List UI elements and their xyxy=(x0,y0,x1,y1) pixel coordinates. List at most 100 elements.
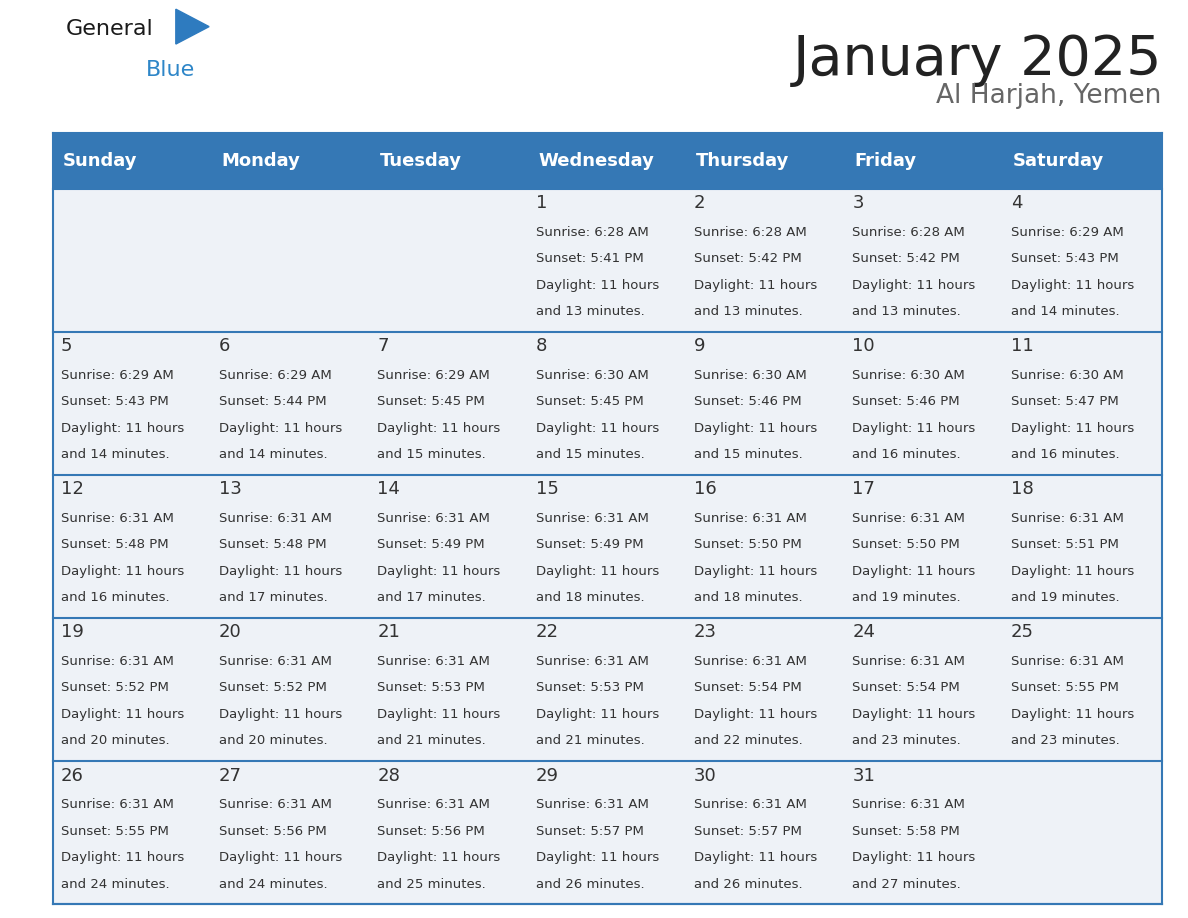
Text: 10: 10 xyxy=(852,337,874,355)
Text: Daylight: 11 hours: Daylight: 11 hours xyxy=(694,565,817,577)
Text: Sunrise: 6:31 AM: Sunrise: 6:31 AM xyxy=(852,512,965,525)
Text: January 2025: January 2025 xyxy=(792,33,1162,86)
Text: Sunrise: 6:29 AM: Sunrise: 6:29 AM xyxy=(219,369,331,382)
Text: Sunrise: 6:31 AM: Sunrise: 6:31 AM xyxy=(219,655,331,668)
Text: and 21 minutes.: and 21 minutes. xyxy=(378,734,486,747)
Text: Daylight: 11 hours: Daylight: 11 hours xyxy=(694,851,817,864)
Text: 21: 21 xyxy=(378,623,400,642)
Text: Sunrise: 6:30 AM: Sunrise: 6:30 AM xyxy=(1011,369,1124,382)
Text: Sunset: 5:53 PM: Sunset: 5:53 PM xyxy=(536,681,644,694)
Text: Sunrise: 6:31 AM: Sunrise: 6:31 AM xyxy=(378,512,491,525)
Text: and 27 minutes.: and 27 minutes. xyxy=(852,878,961,890)
Text: 24: 24 xyxy=(852,623,876,642)
Text: Sunrise: 6:29 AM: Sunrise: 6:29 AM xyxy=(61,369,173,382)
Text: 1: 1 xyxy=(536,194,546,212)
Text: Daylight: 11 hours: Daylight: 11 hours xyxy=(1011,278,1133,292)
Text: Daylight: 11 hours: Daylight: 11 hours xyxy=(536,851,659,864)
Text: Daylight: 11 hours: Daylight: 11 hours xyxy=(694,708,817,721)
Text: 29: 29 xyxy=(536,767,558,785)
Text: and 13 minutes.: and 13 minutes. xyxy=(536,305,644,318)
Text: and 24 minutes.: and 24 minutes. xyxy=(219,878,328,890)
Text: Tuesday: Tuesday xyxy=(380,151,462,170)
Text: and 16 minutes.: and 16 minutes. xyxy=(852,448,961,461)
Text: Daylight: 11 hours: Daylight: 11 hours xyxy=(378,708,500,721)
Text: Daylight: 11 hours: Daylight: 11 hours xyxy=(378,421,500,435)
Text: 20: 20 xyxy=(219,623,241,642)
Text: Sunrise: 6:30 AM: Sunrise: 6:30 AM xyxy=(852,369,965,382)
Text: Daylight: 11 hours: Daylight: 11 hours xyxy=(852,565,975,577)
Text: 28: 28 xyxy=(378,767,400,785)
Text: 3: 3 xyxy=(852,194,864,212)
Text: Daylight: 11 hours: Daylight: 11 hours xyxy=(219,421,342,435)
Text: Sunset: 5:51 PM: Sunset: 5:51 PM xyxy=(1011,538,1119,552)
Text: Sunset: 5:57 PM: Sunset: 5:57 PM xyxy=(694,824,802,837)
Text: Al Harjah, Yemen: Al Harjah, Yemen xyxy=(936,84,1162,109)
Text: 6: 6 xyxy=(219,337,230,355)
Text: 23: 23 xyxy=(694,623,718,642)
Text: Daylight: 11 hours: Daylight: 11 hours xyxy=(852,708,975,721)
Text: 4: 4 xyxy=(1011,194,1022,212)
Text: Sunrise: 6:31 AM: Sunrise: 6:31 AM xyxy=(536,798,649,812)
Text: and 20 minutes.: and 20 minutes. xyxy=(219,734,328,747)
Text: and 14 minutes.: and 14 minutes. xyxy=(1011,305,1119,318)
Text: and 16 minutes.: and 16 minutes. xyxy=(1011,448,1119,461)
Text: Daylight: 11 hours: Daylight: 11 hours xyxy=(1011,421,1133,435)
Text: Sunset: 5:42 PM: Sunset: 5:42 PM xyxy=(694,252,802,265)
Text: Sunrise: 6:29 AM: Sunrise: 6:29 AM xyxy=(1011,226,1124,239)
Text: Sunrise: 6:31 AM: Sunrise: 6:31 AM xyxy=(536,512,649,525)
Text: Sunrise: 6:30 AM: Sunrise: 6:30 AM xyxy=(536,369,649,382)
Text: Daylight: 11 hours: Daylight: 11 hours xyxy=(61,421,184,435)
Text: Daylight: 11 hours: Daylight: 11 hours xyxy=(61,708,184,721)
Text: Sunset: 5:54 PM: Sunset: 5:54 PM xyxy=(694,681,802,694)
Text: Daylight: 11 hours: Daylight: 11 hours xyxy=(536,421,659,435)
Text: Sunrise: 6:31 AM: Sunrise: 6:31 AM xyxy=(378,655,491,668)
Text: Sunrise: 6:31 AM: Sunrise: 6:31 AM xyxy=(378,798,491,812)
Text: Sunset: 5:58 PM: Sunset: 5:58 PM xyxy=(852,824,960,837)
Text: Daylight: 11 hours: Daylight: 11 hours xyxy=(536,708,659,721)
Text: and 15 minutes.: and 15 minutes. xyxy=(378,448,486,461)
Text: Daylight: 11 hours: Daylight: 11 hours xyxy=(378,565,500,577)
Text: Daylight: 11 hours: Daylight: 11 hours xyxy=(219,708,342,721)
Text: Blue: Blue xyxy=(146,60,195,80)
Text: and 18 minutes.: and 18 minutes. xyxy=(536,591,644,604)
Text: Sunset: 5:50 PM: Sunset: 5:50 PM xyxy=(852,538,960,552)
Text: and 19 minutes.: and 19 minutes. xyxy=(852,591,961,604)
Text: Daylight: 11 hours: Daylight: 11 hours xyxy=(536,565,659,577)
Text: and 23 minutes.: and 23 minutes. xyxy=(1011,734,1119,747)
Text: Sunset: 5:56 PM: Sunset: 5:56 PM xyxy=(378,824,485,837)
Text: Sunrise: 6:31 AM: Sunrise: 6:31 AM xyxy=(219,512,331,525)
Text: 26: 26 xyxy=(61,767,83,785)
Text: Daylight: 11 hours: Daylight: 11 hours xyxy=(536,278,659,292)
Text: Daylight: 11 hours: Daylight: 11 hours xyxy=(852,278,975,292)
Text: Sunrise: 6:28 AM: Sunrise: 6:28 AM xyxy=(694,226,807,239)
Text: and 26 minutes.: and 26 minutes. xyxy=(694,878,803,890)
Text: Sunset: 5:46 PM: Sunset: 5:46 PM xyxy=(852,396,960,409)
Text: Sunrise: 6:28 AM: Sunrise: 6:28 AM xyxy=(536,226,649,239)
Text: Sunset: 5:50 PM: Sunset: 5:50 PM xyxy=(694,538,802,552)
Text: Daylight: 11 hours: Daylight: 11 hours xyxy=(694,421,817,435)
Text: and 26 minutes.: and 26 minutes. xyxy=(536,878,644,890)
Text: and 22 minutes.: and 22 minutes. xyxy=(694,734,803,747)
Text: 22: 22 xyxy=(536,623,558,642)
Text: and 25 minutes.: and 25 minutes. xyxy=(378,878,486,890)
Text: Daylight: 11 hours: Daylight: 11 hours xyxy=(61,851,184,864)
Text: 25: 25 xyxy=(1011,623,1034,642)
Text: 30: 30 xyxy=(694,767,716,785)
Text: Sunset: 5:45 PM: Sunset: 5:45 PM xyxy=(378,396,485,409)
Text: Sunrise: 6:31 AM: Sunrise: 6:31 AM xyxy=(1011,512,1124,525)
Text: 8: 8 xyxy=(536,337,546,355)
Text: Daylight: 11 hours: Daylight: 11 hours xyxy=(1011,565,1133,577)
Text: Sunset: 5:47 PM: Sunset: 5:47 PM xyxy=(1011,396,1118,409)
Text: and 21 minutes.: and 21 minutes. xyxy=(536,734,644,747)
Text: Daylight: 11 hours: Daylight: 11 hours xyxy=(852,421,975,435)
Text: Sunset: 5:43 PM: Sunset: 5:43 PM xyxy=(1011,252,1118,265)
Text: 31: 31 xyxy=(852,767,876,785)
Text: Sunrise: 6:30 AM: Sunrise: 6:30 AM xyxy=(694,369,807,382)
Text: Daylight: 11 hours: Daylight: 11 hours xyxy=(61,565,184,577)
Text: Sunset: 5:57 PM: Sunset: 5:57 PM xyxy=(536,824,644,837)
Text: Sunrise: 6:31 AM: Sunrise: 6:31 AM xyxy=(694,798,807,812)
Text: Friday: Friday xyxy=(854,151,917,170)
Text: Sunset: 5:52 PM: Sunset: 5:52 PM xyxy=(219,681,327,694)
Text: and 13 minutes.: and 13 minutes. xyxy=(694,305,803,318)
Text: Sunset: 5:52 PM: Sunset: 5:52 PM xyxy=(61,681,169,694)
